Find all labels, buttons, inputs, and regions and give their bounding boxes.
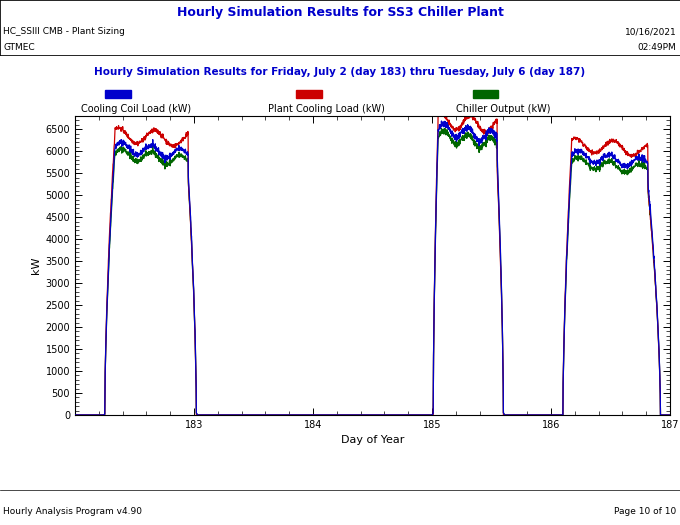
- Text: 02:49PM: 02:49PM: [638, 43, 677, 52]
- Text: Hourly Simulation Results for Friday, July 2 (day 183) thru Tuesday, July 6 (day: Hourly Simulation Results for Friday, Ju…: [95, 67, 585, 77]
- Text: Cooling Coil Load (kW): Cooling Coil Load (kW): [81, 104, 191, 114]
- Text: Chiller Output (kW): Chiller Output (kW): [456, 104, 550, 114]
- Text: Plant Cooling Load (kW): Plant Cooling Load (kW): [268, 104, 385, 114]
- Bar: [296, 90, 322, 98]
- Text: Hourly Simulation Results for SS3 Chiller Plant: Hourly Simulation Results for SS3 Chille…: [177, 6, 503, 18]
- Y-axis label: kW: kW: [31, 257, 41, 274]
- Text: Hourly Analysis Program v4.90: Hourly Analysis Program v4.90: [3, 507, 142, 516]
- Bar: [105, 90, 131, 98]
- Text: HC_SSIII CMB - Plant Sizing: HC_SSIII CMB - Plant Sizing: [3, 27, 125, 36]
- X-axis label: Day of Year: Day of Year: [341, 435, 404, 445]
- Text: 10/16/2021: 10/16/2021: [625, 27, 677, 36]
- Text: GTMEC: GTMEC: [3, 43, 35, 52]
- Text: Page 10 of 10: Page 10 of 10: [614, 507, 677, 516]
- Bar: [473, 90, 498, 98]
